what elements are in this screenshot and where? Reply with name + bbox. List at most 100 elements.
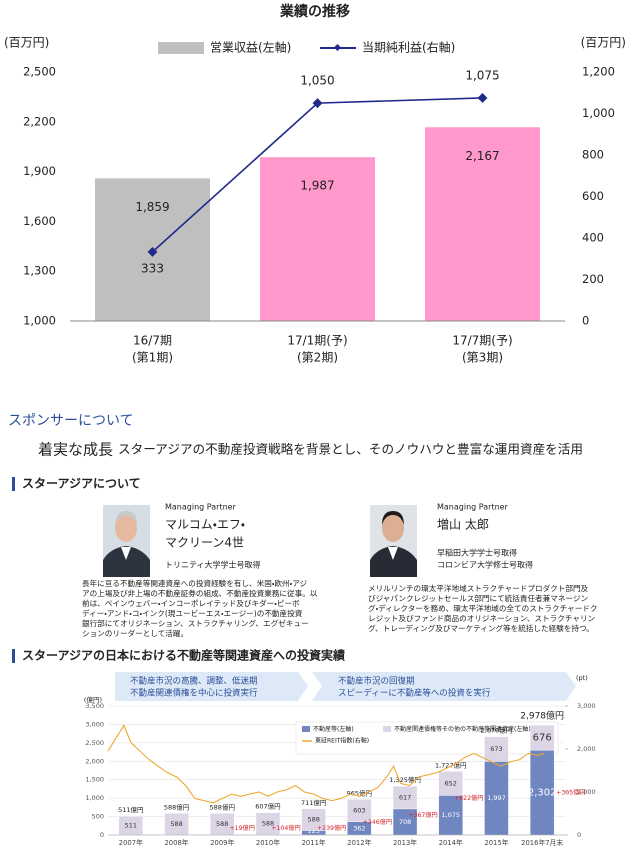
total-label: 2,978億円: [520, 710, 564, 722]
x-tick-label: 2009年: [210, 838, 234, 847]
bar-value-label: 511: [125, 822, 137, 830]
total-label: 965億円: [347, 788, 372, 797]
person-bio: びジャパンクレジットセールス部門にて統括責任者兼マネージン: [368, 593, 588, 603]
total-label: 607億円: [255, 802, 280, 811]
bar-segment: [392, 785, 418, 810]
x-tick-label: 2011年: [302, 838, 326, 847]
phase-subtitle: 不動産関連債権を中心に投資実行: [130, 688, 258, 699]
portrait-shirt: [388, 547, 398, 560]
line-marker: [477, 92, 488, 103]
total-label: 511億円: [118, 805, 143, 814]
portrait: [103, 505, 150, 577]
bar-value-label: 2,167: [465, 149, 499, 163]
portrait-face: [382, 514, 404, 542]
y-tick-label: 2,500: [23, 65, 56, 79]
reit-index-line: [107, 724, 545, 804]
y-tick-label: 500: [92, 813, 104, 821]
y2-tick-label: 200: [582, 272, 604, 286]
y-tick-label: 3,000: [85, 720, 104, 728]
tagline: 着実な成長: [38, 441, 113, 459]
y-tick-label: 2,500: [85, 739, 104, 747]
y2-tick-label: 1,200: [582, 65, 615, 79]
bar-value-label: 1,075: [441, 811, 460, 819]
increase-label: +367億円: [408, 811, 437, 819]
y-tick-label: 2,200: [23, 114, 56, 128]
person-bio: 前は、ペインウェバー・インコーポレイテッド及びキダー・ピーボ: [82, 598, 300, 608]
bar-value-label: 588: [262, 819, 274, 827]
bar-value-label: 588: [170, 820, 182, 828]
bar-segment: [529, 749, 555, 836]
increase-label: +346億円: [363, 818, 392, 826]
legend-swatch: [302, 726, 310, 732]
phase-banner: [115, 672, 308, 701]
phase-subtitle: スピーディーに不動産等への投資を実行: [338, 688, 491, 699]
bar-value-label: 1,859: [135, 200, 169, 214]
person-bio: アの上場及び非上場の不動産証券の組成、不動産投資業務に従事。以: [82, 588, 318, 598]
bar-segment: [438, 771, 463, 796]
bar-segment: [392, 808, 418, 836]
y2-tick-label: 600: [582, 189, 604, 203]
x-tick-label: 2016年7月末: [521, 838, 563, 847]
section-heading: スポンサーについて: [8, 413, 134, 429]
bar-segment: [255, 812, 281, 835]
person-bio: グ・ディレクターを務め、環太平洋地域の全てのストラクチャードク: [368, 603, 597, 613]
y2-axis-label: (pt): [576, 674, 588, 682]
bar-value-label: 603: [353, 807, 365, 815]
x-tick-sublabel: (第2期): [297, 351, 338, 365]
x-tick-sublabel: (第3期): [462, 351, 503, 365]
legend-label: 不動産関連債権等その他の不動産等関連資産(左軸): [394, 725, 531, 733]
bar-value-label: 362: [353, 824, 365, 832]
y-axis-label: (億円): [84, 695, 102, 704]
bar-segment: [438, 795, 463, 836]
legend-label: 東証REIT指数(右軸): [315, 737, 369, 745]
y-tick-label: 1,600: [23, 214, 56, 228]
y-tick-label: 1,500: [85, 776, 104, 784]
increase-label: +104億円: [271, 824, 300, 832]
bar: [260, 157, 375, 321]
person-bio: グ、トレーディング及びマーケティング等を統括した経験を持つ。: [368, 623, 594, 633]
total-label: 1,325億円: [389, 775, 421, 784]
chart-title: 業績の推移: [279, 3, 350, 20]
y-tick-label: 1,900: [23, 164, 56, 178]
bar-value-label: 588: [216, 820, 228, 828]
phase-title: 不動産市況の高騰、調整、低迷期: [130, 676, 258, 687]
portrait-body: [103, 546, 150, 577]
y2-tick-label: 0: [577, 831, 581, 839]
y2-tick-label: 2,000: [577, 745, 596, 753]
legend-swatch: [158, 42, 204, 54]
bar-value-label: 123: [307, 827, 319, 835]
tagline-text: スターアジアの不動産投資戦略を背景とし、そのノウハウと豊富な運用資産を活用: [118, 442, 583, 457]
y2-axis-label: (百万円): [581, 36, 626, 50]
x-tick-label: 2010年: [256, 838, 280, 847]
increase-label: +922億円: [454, 794, 483, 802]
person-role: Managing Partner: [165, 503, 237, 512]
legend-label: 営業収益(左軸): [210, 40, 291, 55]
line-value-label: 333: [141, 261, 164, 275]
portrait: [370, 505, 417, 577]
person-education: 早稲田大学学士号取得: [437, 548, 517, 558]
x-tick-label: 2015年: [484, 838, 508, 847]
x-tick-label: 16/7期: [133, 334, 172, 348]
x-tick-label: 2008年: [164, 838, 188, 847]
y-axis-label: (百万円): [4, 36, 49, 50]
y2-tick-label: 3,000: [577, 702, 596, 710]
legend-box: [295, 721, 559, 755]
bar-value-label: 1,997: [487, 794, 506, 802]
bar-segment: [529, 725, 555, 751]
total-label: 588億円: [210, 802, 235, 811]
bar-value-label: 652: [445, 779, 457, 787]
person-name: 増山 太郎: [437, 517, 489, 532]
person-bio: ションのリーダーとして活躍。: [82, 628, 188, 638]
line-value-label: 1,050: [300, 74, 334, 88]
portrait-face: [115, 514, 137, 542]
y2-tick-label: 1,000: [577, 788, 596, 796]
portrait-hair: [382, 511, 404, 525]
person-bio: メリルリンチの環太平洋地域ストラクチャードプロダクト部門及: [368, 583, 589, 593]
increase-label: +305億円: [556, 789, 585, 797]
y-tick-label: 3,500: [85, 702, 104, 710]
y2-tick-label: 0: [582, 314, 589, 328]
person-education: コロンビア大学修士号取得: [437, 560, 533, 570]
x-tick-label: 2014年: [439, 838, 463, 847]
